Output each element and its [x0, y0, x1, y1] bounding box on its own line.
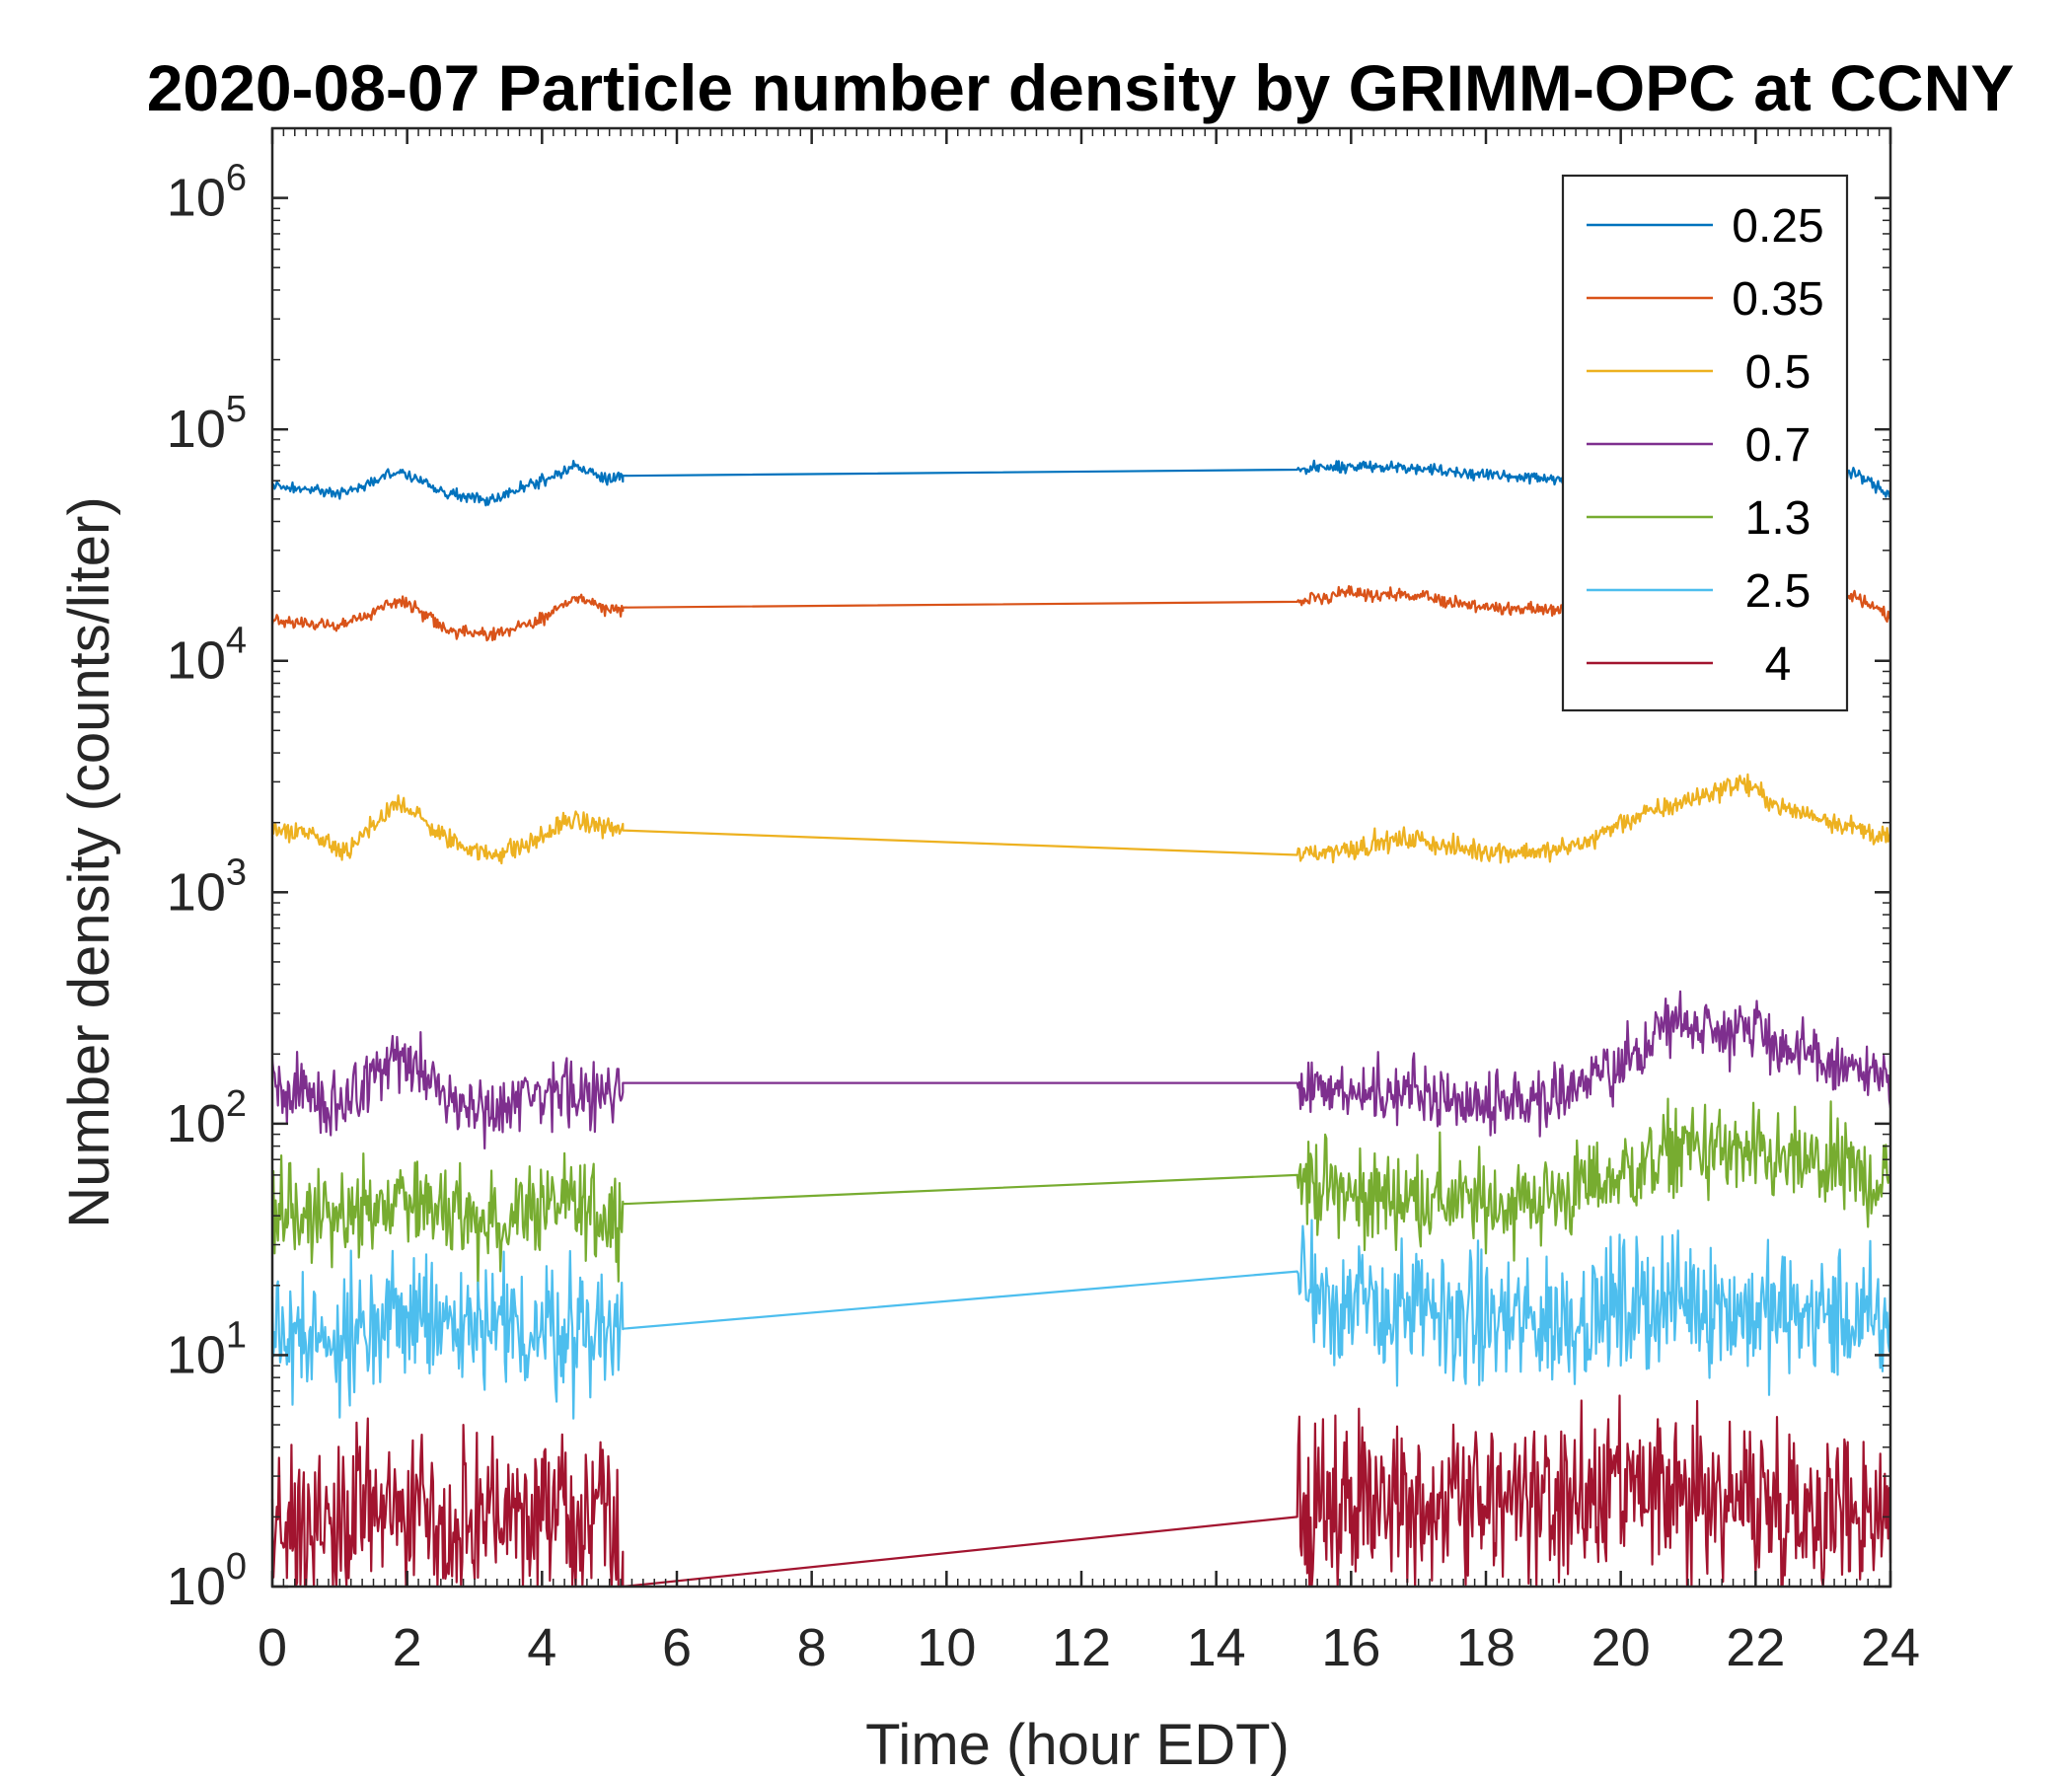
y-tick-base: 10 [167, 400, 226, 459]
x-tick-label: 4 [527, 1618, 556, 1677]
y-tick-base: 10 [167, 1557, 226, 1616]
chart-title: 2020-08-07 Particle number density by GR… [147, 51, 2015, 124]
y-tick-exponent: 4 [226, 621, 247, 662]
y-tick-label: 104 [167, 621, 247, 691]
y-tick-base: 10 [167, 631, 226, 691]
y-tick-base: 10 [167, 862, 226, 922]
y-tick-base: 10 [167, 1325, 226, 1384]
series-line-1.3 [270, 1097, 1892, 1293]
x-tick-label: 18 [1456, 1618, 1516, 1677]
series-line-2.5 [270, 1219, 1892, 1420]
y-tick-label: 105 [167, 389, 247, 459]
tick-layer: 0 2 4 6 8 10 12 14 16 18 20 22 241001011021031041051… [167, 128, 1920, 1677]
y-tick-label: 103 [167, 851, 247, 922]
x-tick-label: 20 [1591, 1618, 1651, 1677]
y-tick-exponent: 2 [226, 1083, 247, 1125]
y-axis-label: Number density (counts/liter) [57, 496, 121, 1227]
series-layer [270, 459, 1892, 1589]
y-tick-label: 100 [167, 1546, 247, 1616]
y-tick-exponent: 3 [226, 851, 247, 893]
x-tick-label: 12 [1052, 1618, 1111, 1677]
legend-label-1.3: 1.3 [1745, 492, 1812, 545]
x-axis-label: Time (hour EDT) [865, 1713, 1290, 1776]
x-tick-label: 22 [1726, 1618, 1785, 1677]
legend: 0.25 0.35 0.5 0.7 1.3 2.5 4 [1561, 174, 1849, 712]
x-tick-label: 16 [1321, 1618, 1380, 1677]
y-tick-base: 10 [167, 169, 226, 228]
legend-label-4: 4 [1765, 638, 1792, 691]
legend-label-0.25: 0.25 [1732, 200, 1823, 253]
x-tick-label: 24 [1861, 1618, 1920, 1677]
series-line-0.5 [270, 773, 1892, 865]
series-line-0.7 [270, 990, 1892, 1150]
series-line-4 [270, 1394, 1892, 1589]
y-tick-label: 102 [167, 1083, 247, 1153]
x-tick-label: 0 [258, 1618, 287, 1677]
y-tick-label: 101 [167, 1314, 247, 1384]
y-tick-exponent: 1 [226, 1314, 247, 1356]
legend-label-0.7: 0.7 [1745, 419, 1812, 472]
legend-label-0.35: 0.35 [1732, 273, 1823, 326]
y-tick-base: 10 [167, 1094, 226, 1153]
y-tick-exponent: 5 [226, 389, 247, 430]
y-tick-exponent: 6 [226, 158, 247, 199]
x-tick-label: 14 [1187, 1618, 1246, 1677]
x-tick-label: 10 [917, 1618, 976, 1677]
y-tick-label: 106 [167, 158, 247, 228]
x-tick-label: 6 [662, 1618, 692, 1677]
legend-label-2.5: 2.5 [1745, 565, 1812, 618]
y-tick-exponent: 0 [226, 1546, 247, 1588]
x-tick-label: 8 [797, 1618, 827, 1677]
x-tick-label: 2 [393, 1618, 422, 1677]
legend-label-0.5: 0.5 [1745, 346, 1812, 399]
